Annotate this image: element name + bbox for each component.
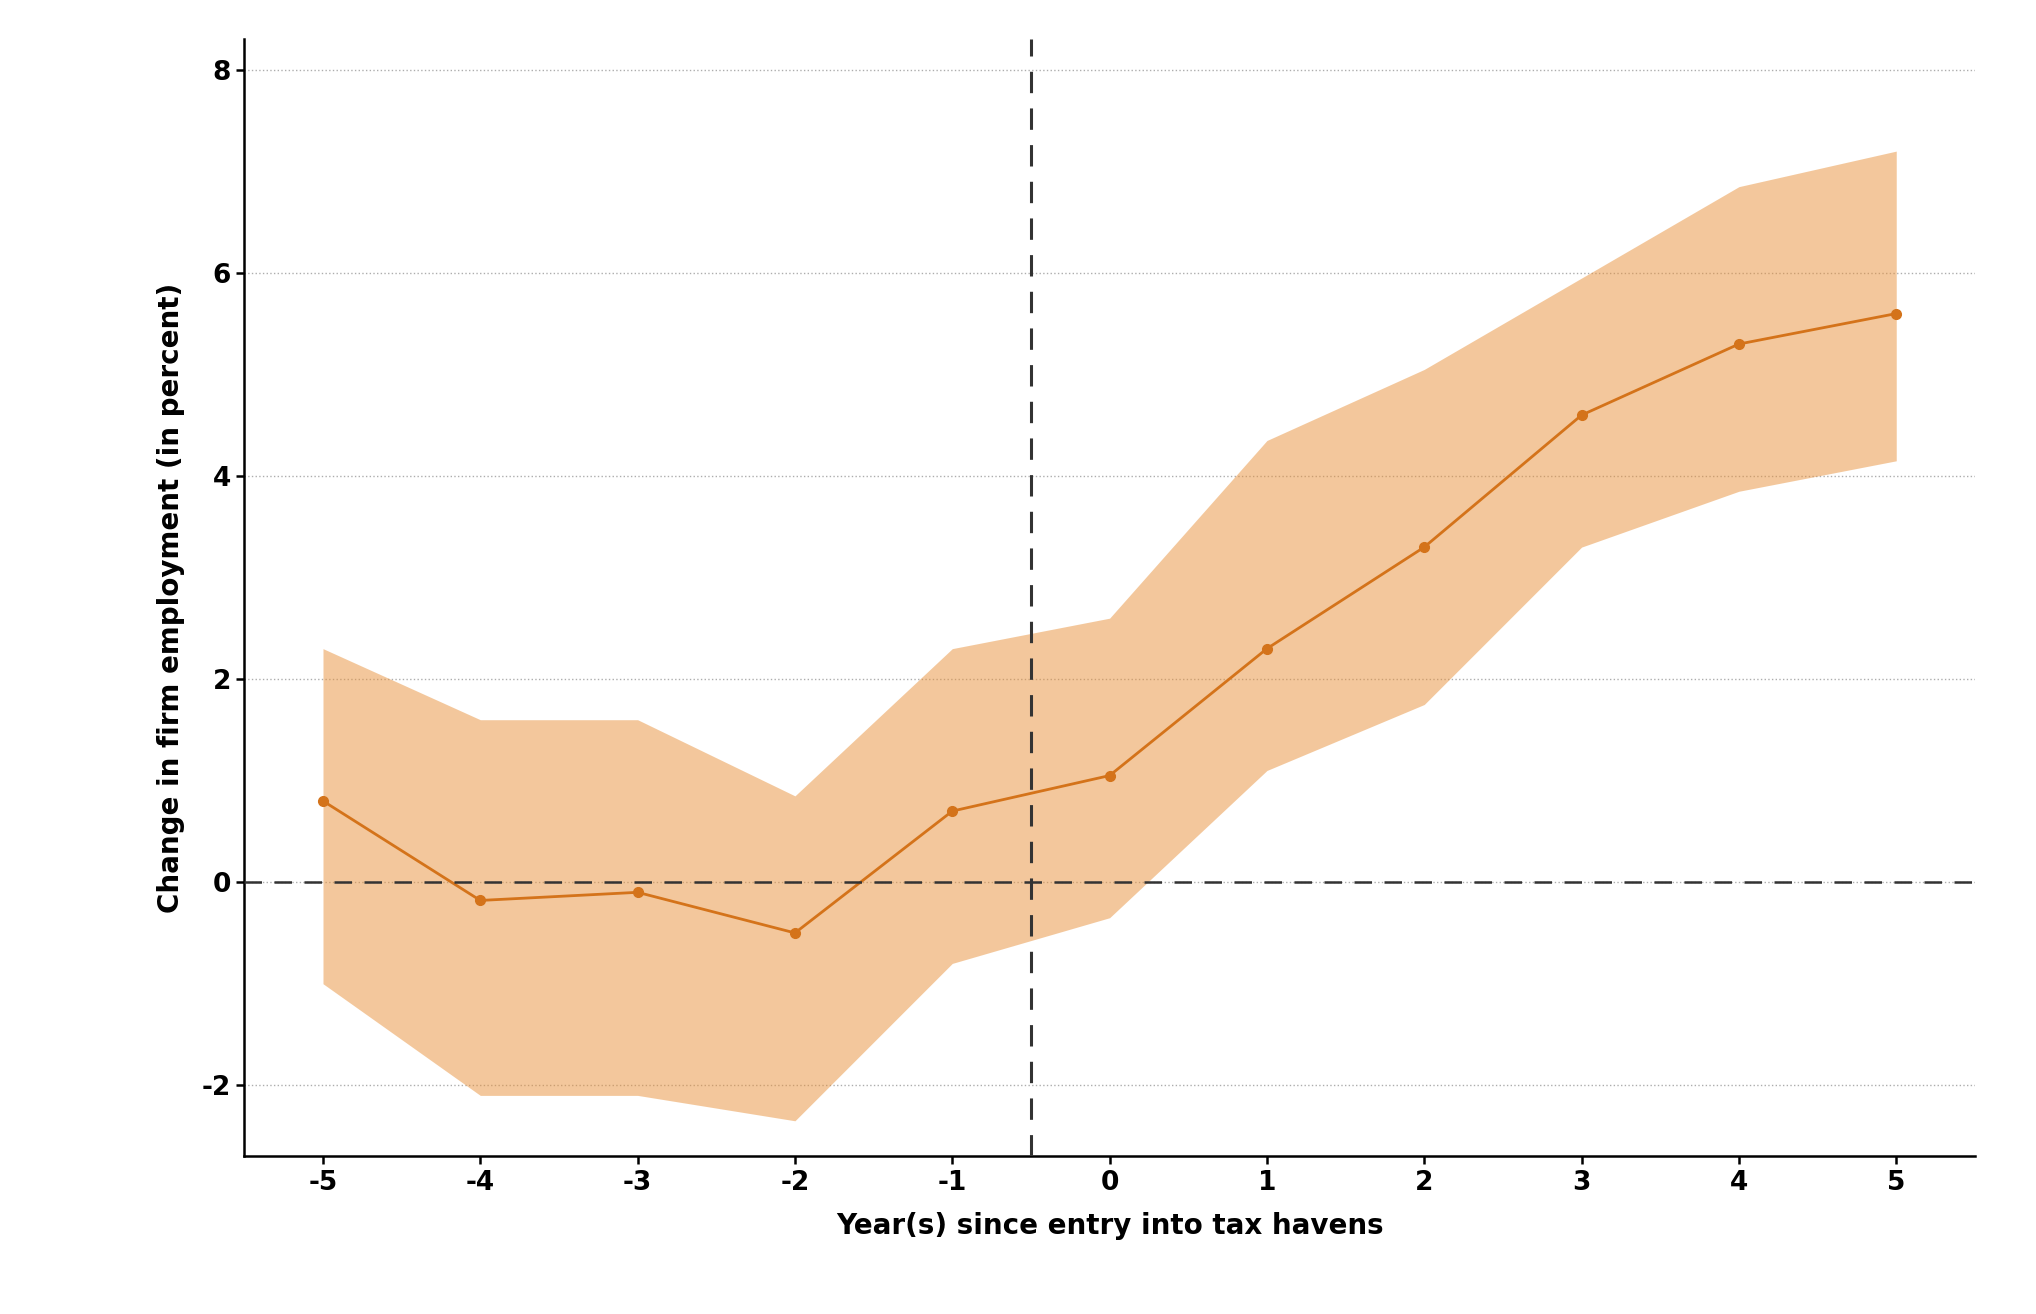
X-axis label: Year(s) since entry into tax havens: Year(s) since entry into tax havens: [837, 1213, 1382, 1240]
Y-axis label: Change in firm employment (in percent): Change in firm employment (in percent): [157, 283, 185, 913]
